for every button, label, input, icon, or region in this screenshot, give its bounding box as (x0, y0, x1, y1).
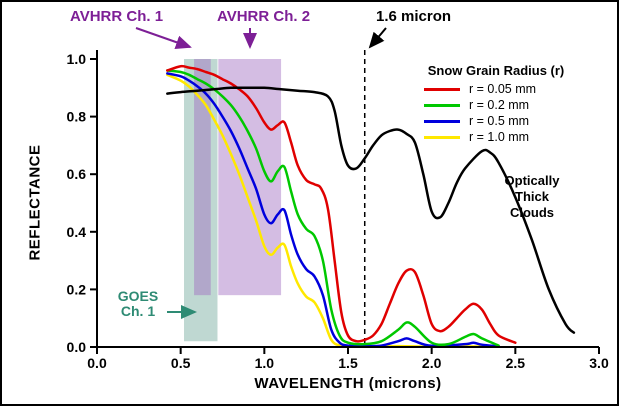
x-tick-label: 2.0 (422, 355, 442, 371)
curves-layer (166, 64, 576, 348)
legend-title: Snow Grain Radius (r) (427, 63, 565, 78)
x-tick-label: 2.5 (506, 355, 526, 371)
clouds-label-line3: Clouds (509, 205, 555, 220)
y-tick-label: 0.0 (67, 339, 87, 355)
optically-thick-clouds-label: Optically Thick Clouds (495, 173, 569, 221)
sensor-bands-layer (184, 59, 282, 342)
legend-entry-label: r = 0.5 mm (469, 114, 530, 128)
legend-entry: r = 0.2 mm (400, 97, 592, 113)
band-goes-ch-1 (184, 59, 218, 342)
curve-optically-thick-clouds (166, 86, 576, 334)
avhrr-ch1-label: AVHRR Ch. 1 (70, 8, 164, 25)
curve-r-0-05-mm (166, 64, 517, 344)
x-tick-label: 0.0 (87, 355, 107, 371)
clouds-label-line2: Thick (515, 189, 549, 204)
legend-swatch (424, 103, 460, 107)
x-axis-title: WAVELENGTH (microns) (254, 375, 442, 392)
curve-r-0-2-mm (166, 69, 500, 347)
band-avhrr-ch-2 (218, 59, 282, 296)
micron-arrow-icon (368, 27, 387, 49)
goes-ch1-label: GOES Ch. 1 (110, 289, 166, 319)
clouds-label-line1: Optically (504, 173, 560, 188)
y-tick-label: 0.4 (67, 224, 87, 240)
legend-entry-label: r = 0.05 mm (469, 82, 537, 96)
legend-entry-label: r = 0.2 mm (469, 98, 530, 112)
x-tick-label: 1.0 (255, 355, 275, 371)
avhrr-ch2-label: AVHRR Ch. 2 (217, 8, 311, 25)
legend-rows: r = 0.05 mm r = 0.2 mm r = 0.5 mm r = 1.0 m… (400, 81, 592, 145)
legend-swatch (424, 135, 460, 139)
curve-r-0-5-mm (166, 72, 500, 348)
band-avhrr-ch-1 (194, 59, 211, 296)
x-tick-label: 1.5 (338, 355, 358, 371)
x-tick-label: 3.0 (589, 355, 609, 371)
x-tick-label: 0.5 (171, 355, 191, 371)
legend: Snow Grain Radius (r) r = 0.05 mm r = 0.2… (400, 63, 592, 145)
avhrr1-arrow-icon (135, 27, 192, 49)
legend-swatch (424, 87, 460, 91)
goes-ch1-label-line2: Ch. 1 (120, 303, 156, 319)
legend-swatch (424, 119, 460, 123)
micron-16-label: 1.6 micron (376, 8, 452, 25)
legend-entry: r = 1.0 mm (400, 129, 592, 145)
y-tick-label: 0.8 (67, 109, 87, 125)
legend-entry: r = 0.5 mm (400, 113, 592, 129)
legend-entry: r = 0.05 mm (400, 81, 592, 97)
y-axis-title: REFLECTANCE (26, 144, 44, 261)
arrows-layer (135, 27, 387, 319)
y-tick-label: 0.6 (67, 166, 87, 182)
goes-ch1-label-line1: GOES (117, 288, 159, 304)
legend-entry-label: r = 1.0 mm (469, 130, 530, 144)
y-tick-label: 1.0 (67, 51, 87, 67)
y-tick-label: 0.2 (67, 281, 87, 297)
axes-layer: 0.0 0.5 1.0 1.5 2.0 2.5 3.0 0.0 0.2 0.4 0.6 0.8 1.0 (67, 50, 609, 371)
